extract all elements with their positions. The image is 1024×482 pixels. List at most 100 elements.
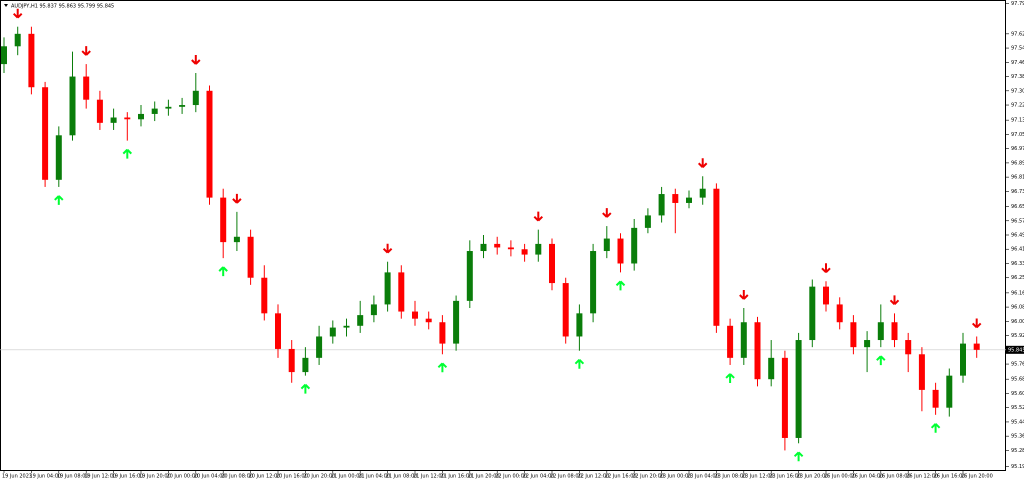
candle-body — [453, 300, 460, 344]
y-tick-label: 96.085 — [1011, 305, 1024, 311]
candle-body — [905, 340, 912, 355]
candle-body — [275, 313, 281, 349]
buy-arrow — [876, 355, 886, 366]
candle-body — [672, 194, 679, 203]
y-tick-label: 96.895 — [1011, 160, 1024, 166]
x-tick-label: 23 Jun 12:00 — [742, 474, 774, 480]
y-tick-label: 95.680 — [1011, 377, 1024, 383]
candle-body — [110, 117, 117, 123]
candle-body — [412, 311, 418, 319]
candle-body — [220, 197, 227, 243]
buy-arrow — [930, 423, 941, 433]
y-tick-label: 96.330 — [1011, 261, 1024, 267]
x-tick-label: 26 Jun 00:00 — [824, 474, 856, 480]
x-tick-label: 19 Jun 16:00 — [112, 474, 144, 480]
buy-arrow — [437, 362, 448, 373]
y-tick-label: 95.440 — [1011, 419, 1024, 425]
x-tick-label: 23 Jun 04:00 — [687, 474, 719, 480]
x-tick-label: 22 Jun 00:00 — [495, 474, 527, 480]
candle-body — [14, 33, 21, 47]
candle-body — [946, 375, 953, 408]
sell-arrow — [191, 54, 201, 65]
candle-body — [28, 33, 35, 88]
x-tick-label: 22 Jun 20:00 — [632, 474, 664, 480]
sell-arrow — [602, 208, 612, 218]
buy-arrow — [793, 451, 804, 462]
x-tick-label: 21 Jun 16:00 — [440, 474, 472, 480]
buy-arrow — [615, 280, 626, 291]
candle-body — [781, 357, 788, 438]
x-tick-label: 23 Jun 16:00 — [769, 474, 801, 480]
candle-body — [316, 336, 323, 358]
candle-body — [644, 215, 651, 228]
y-tick-label: 97.300 — [1011, 88, 1024, 94]
plot-frame — [0, 0, 1006, 471]
candle-body — [425, 318, 432, 323]
x-tick-label: 26 Jun 20:00 — [961, 474, 993, 480]
y-tick-label: 95.520 — [1011, 405, 1024, 411]
buy-arrow — [218, 266, 228, 277]
x-tick-label: 22 Jun 08:00 — [550, 474, 582, 480]
x-tick-label: 20 Jun 00:00 — [166, 474, 198, 480]
candle-body — [918, 354, 925, 390]
candle-body — [836, 304, 843, 323]
candle-body — [535, 243, 542, 255]
buy-arrow — [574, 359, 585, 369]
y-tick-label: 97.620 — [1011, 31, 1024, 37]
candle-body — [288, 348, 295, 373]
candle-body — [329, 327, 336, 337]
candle-body — [727, 325, 734, 358]
x-tick-label: 23 Jun 08:00 — [714, 474, 746, 480]
x-tick-label: 20 Jun 04:00 — [194, 474, 226, 480]
candle-body — [973, 343, 980, 350]
candle-body — [42, 87, 49, 180]
x-tick-label: 21 Jun 00:00 — [331, 474, 363, 480]
candle-body — [549, 243, 555, 284]
candle-body — [151, 108, 158, 114]
y-tick-label: 95.280 — [1011, 448, 1024, 454]
candle-body — [494, 243, 501, 248]
candle-body — [480, 243, 487, 252]
y-tick-label: 97.540 — [1011, 46, 1024, 52]
x-tick-label: 19 Jun 12:00 — [84, 474, 116, 480]
x-tick-label: 20 Jun 08:00 — [221, 474, 253, 480]
candle-body — [343, 325, 350, 328]
candle-body — [562, 283, 569, 337]
candle-body — [261, 277, 268, 314]
sell-arrow — [697, 158, 708, 168]
x-tick-label: 20 Jun 20:00 — [303, 474, 335, 480]
buy-arrow — [725, 373, 735, 383]
candle-body — [823, 286, 829, 305]
current-price-label: 95.845 — [1008, 347, 1024, 353]
sell-arrow — [232, 193, 242, 204]
y-tick-label: 97.790 — [1011, 1, 1024, 7]
y-tick-label: 96.650 — [1011, 204, 1024, 210]
x-tick-label: 26 Jun 04:00 — [851, 474, 883, 480]
candle-body — [1, 46, 7, 65]
candle-body — [69, 76, 76, 136]
y-tick-label: 96.005 — [1011, 319, 1024, 325]
menu-triangle — [4, 4, 8, 7]
chart-title: AUDJPY,H1 95.837 95.863 95.799 95.845 — [11, 4, 114, 10]
x-tick-label: 20 Jun 16:00 — [276, 474, 308, 480]
y-tick-label: 96.570 — [1011, 218, 1024, 224]
candle-body — [466, 251, 473, 301]
buy-arrow — [54, 195, 64, 205]
candle-body — [179, 105, 186, 107]
x-tick-label: 19 Jun 2023 — [2, 474, 32, 480]
x-tick-label: 19 Jun 08:00 — [57, 474, 89, 480]
y-tick-label: 95.360 — [1011, 434, 1024, 440]
sell-arrow — [889, 295, 900, 306]
candle-body — [617, 238, 624, 264]
candle-body — [795, 340, 802, 438]
y-tick-label: 96.975 — [1011, 146, 1024, 152]
y-tick-label: 96.490 — [1011, 233, 1024, 239]
y-tick-label: 97.460 — [1011, 60, 1024, 66]
candle-body — [877, 322, 884, 341]
candle-body — [165, 106, 172, 109]
y-tick-label: 97.135 — [1011, 118, 1024, 124]
y-tick-label: 96.250 — [1011, 275, 1024, 281]
candle-body — [768, 357, 775, 380]
sell-arrow — [81, 46, 91, 56]
